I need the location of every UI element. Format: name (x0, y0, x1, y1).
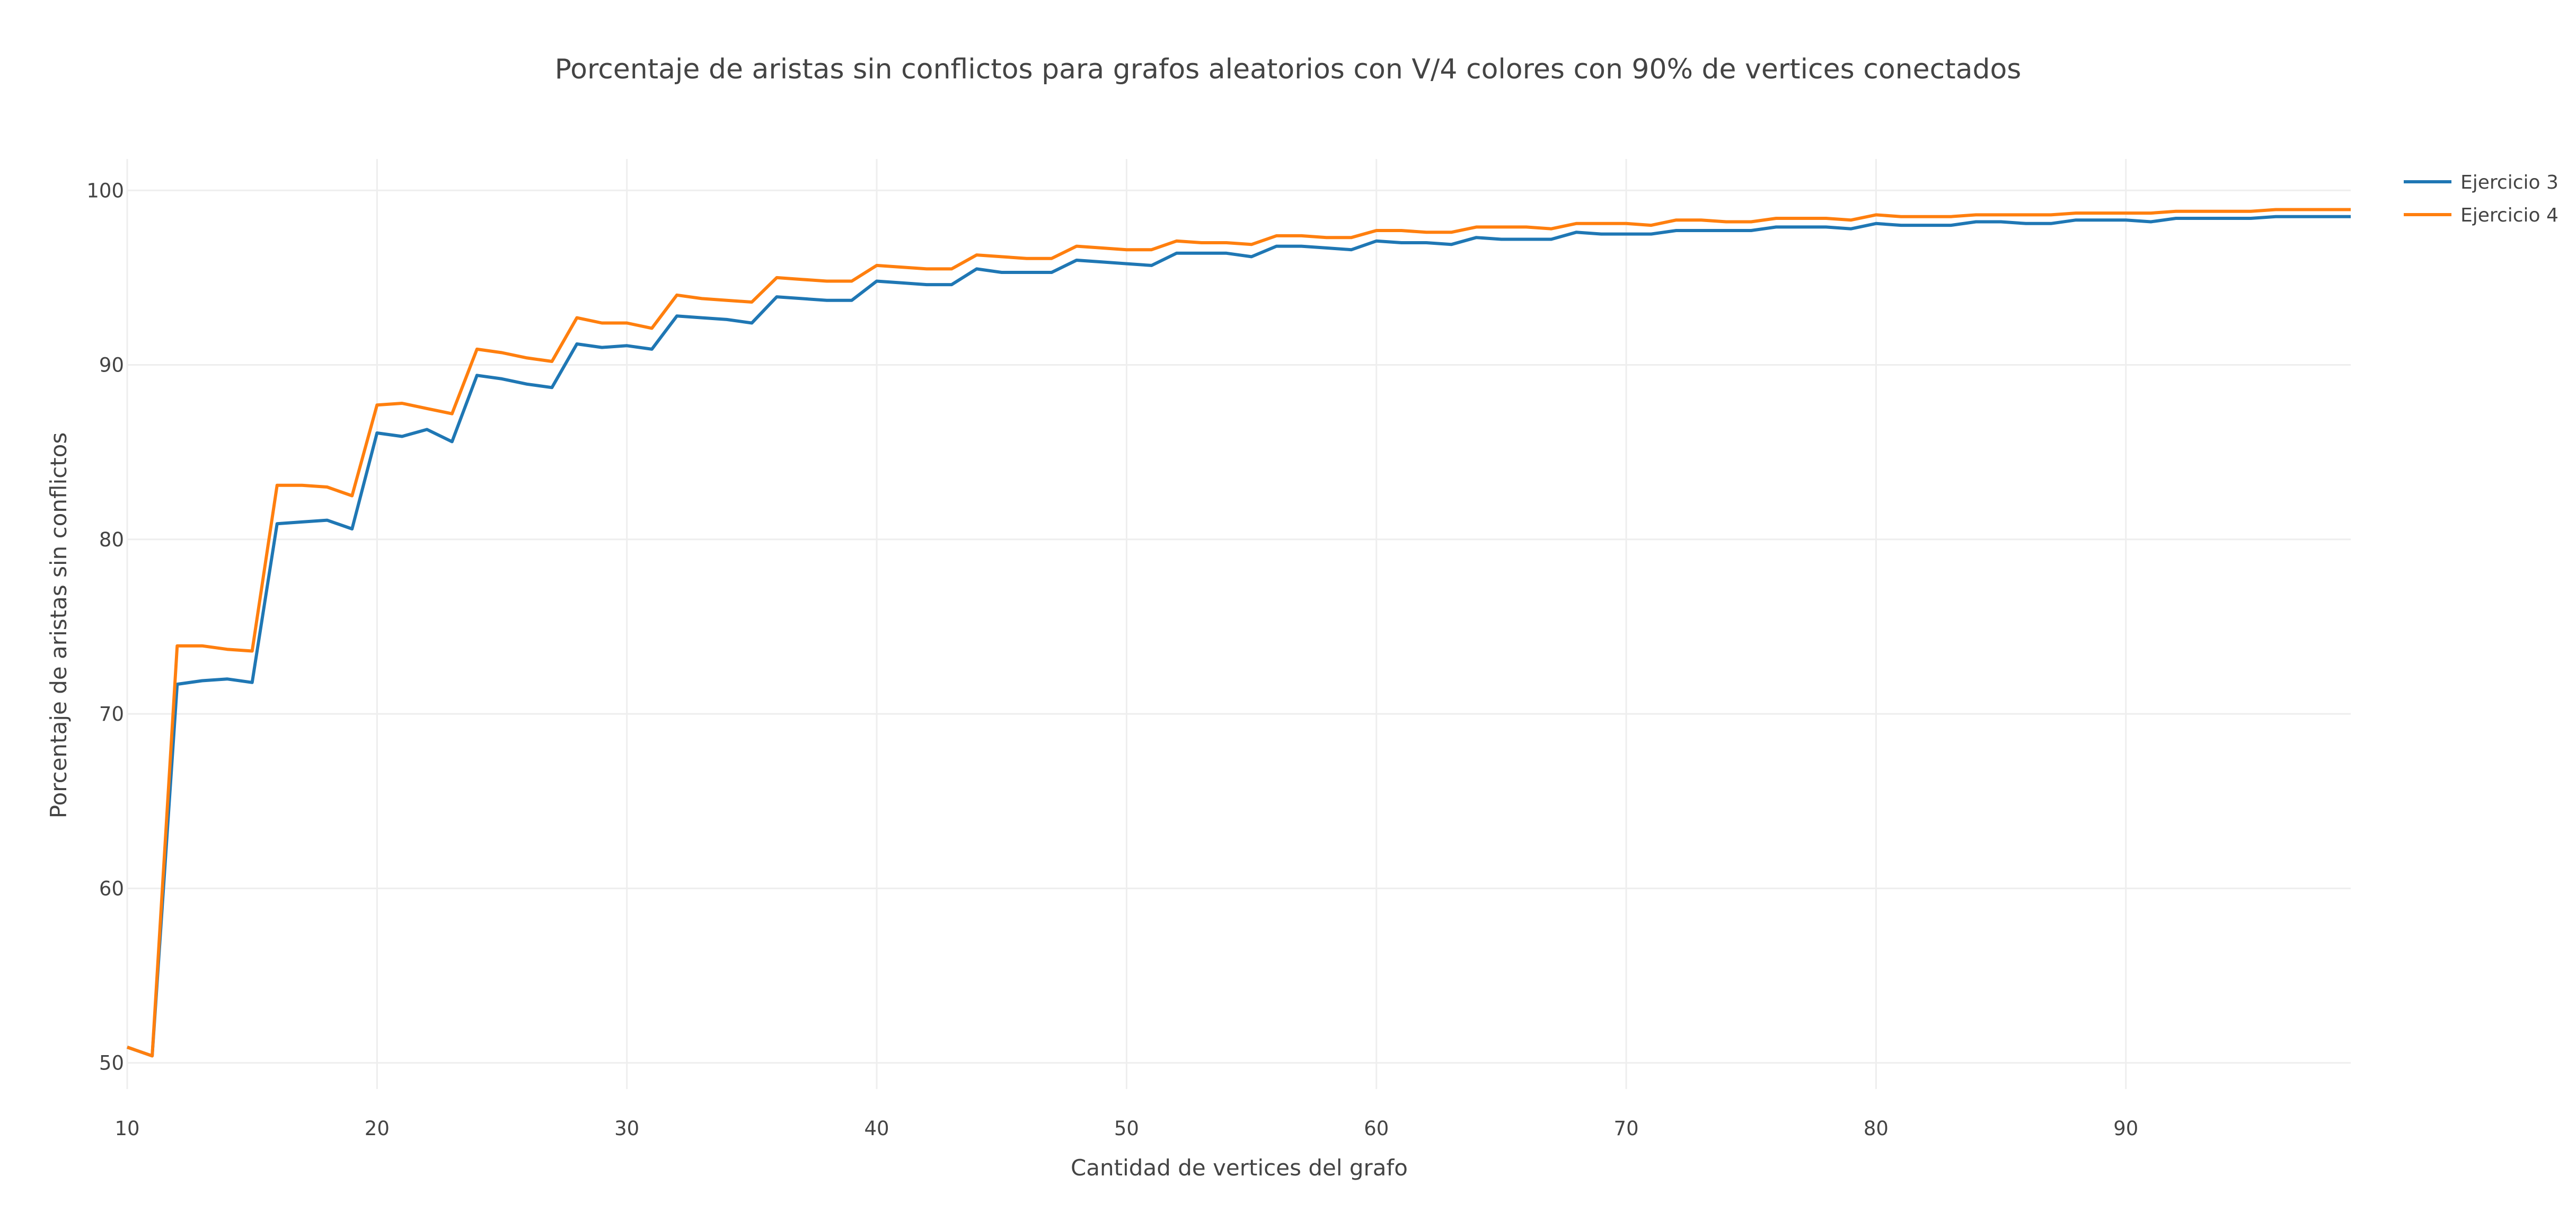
x-tick-label: 30 (614, 1117, 639, 1140)
x-tick-label: 60 (1364, 1117, 1389, 1140)
x-tick-label: 70 (1614, 1117, 1639, 1140)
x-tick-label: 80 (1864, 1117, 1889, 1140)
y-axis-ticks: 50 60 70 80 90 100 (86, 179, 124, 1074)
y-tick-label: 60 (99, 877, 124, 900)
series-line-ejercicio-3 (127, 215, 2351, 1058)
x-tick-label: 50 (1114, 1117, 1139, 1140)
legend-label-ejercicio-4: Ejercicio 4 (2460, 205, 2559, 226)
grid (126, 159, 2351, 1089)
y-tick-label: 50 (99, 1052, 124, 1075)
x-tick-label: 40 (864, 1117, 889, 1140)
y-tick-label: 90 (99, 354, 124, 377)
series-line-ejercicio-4 (127, 208, 2351, 1058)
x-tick-label: 10 (114, 1117, 139, 1140)
legend-label-ejercicio-3: Ejercicio 3 (2460, 172, 2559, 193)
y-tick-label: 80 (99, 528, 124, 551)
x-axis-ticks: 10 20 30 40 50 60 70 80 90 (114, 1117, 2138, 1140)
x-tick-label: 90 (2113, 1117, 2138, 1140)
y-axis-title: Porcentaje de aristas sin conflictos (46, 432, 72, 819)
x-axis-title: Cantidad de vertices del grafo (1071, 1155, 1408, 1181)
y-tick-label: 70 (99, 703, 124, 725)
y-tick-label: 100 (86, 179, 124, 202)
x-tick-label: 20 (365, 1117, 390, 1140)
series-lines (127, 208, 2351, 1058)
legend: Ejercicio 3 Ejercicio 4 (2404, 172, 2559, 226)
chart-title: Porcentaje de aristas sin conflictos par… (555, 54, 2022, 85)
